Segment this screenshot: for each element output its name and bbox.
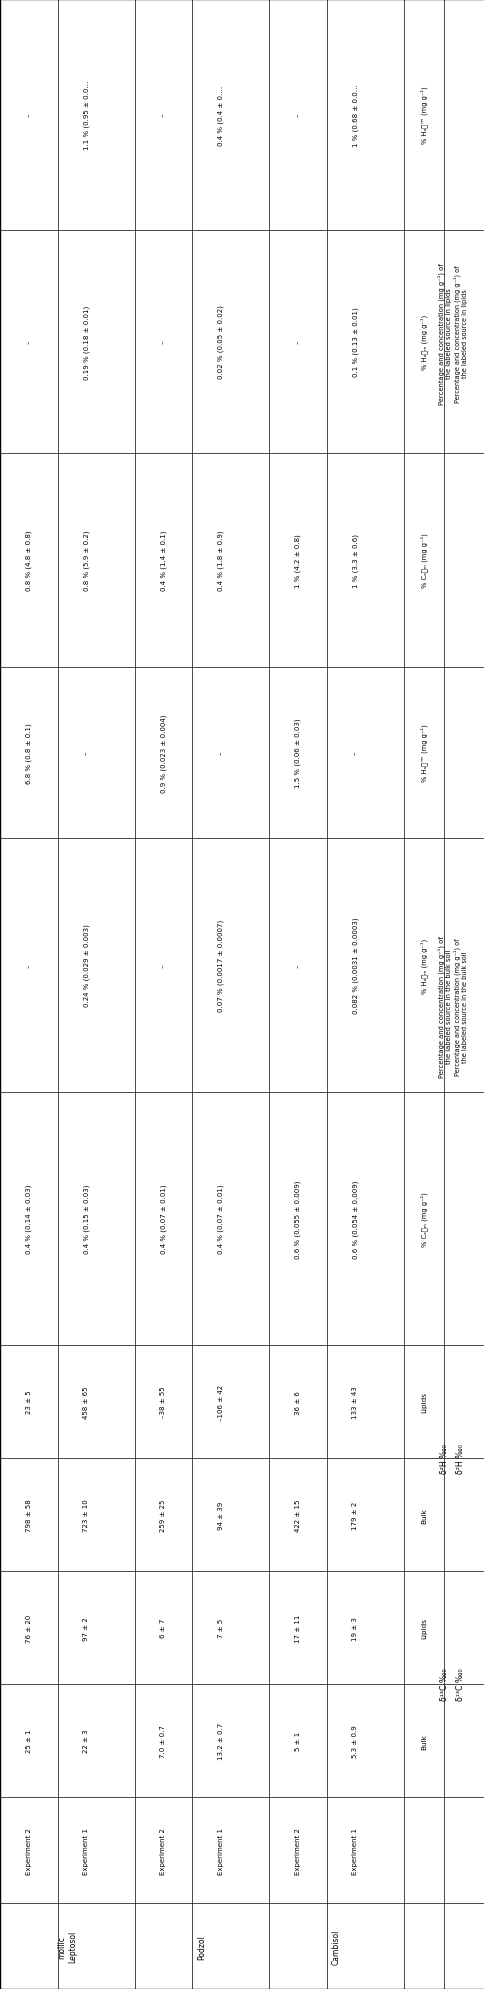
Text: 0.9 % (0.023 ± 0.004): 0.9 % (0.023 ± 0.004): [160, 714, 166, 792]
Text: 133 ± 43: 133 ± 43: [351, 1386, 358, 1418]
Text: 0.8 % (4.8 ± 0.8): 0.8 % (4.8 ± 0.8): [26, 531, 32, 591]
Text: 7 ± 5: 7 ± 5: [217, 1619, 223, 1637]
Text: –: –: [294, 963, 300, 967]
Text: % Cₐ⁦ₘ (mg g⁻¹): % Cₐ⁦ₘ (mg g⁻¹): [419, 1191, 427, 1247]
Text: Experiment 1: Experiment 1: [217, 1826, 223, 1874]
Text: 0.6 % (0.055 ± 0.009): 0.6 % (0.055 ± 0.009): [294, 1179, 301, 1257]
Text: Percentage and concentration (mg g⁻¹) of
the labeled source in lipids: Percentage and concentration (mg g⁻¹) of…: [453, 265, 467, 402]
Text: Podzol: Podzol: [197, 1933, 206, 1959]
Text: % Hₐ⁦™ (mg g⁻¹): % Hₐ⁦™ (mg g⁻¹): [419, 88, 427, 145]
Text: –: –: [160, 340, 166, 344]
Text: –: –: [351, 752, 358, 756]
Text: 0.07 % (0.0017 ± 0.0007): 0.07 % (0.0017 ± 0.0007): [217, 919, 224, 1012]
Text: 0.19 % (0.18 ± 0.01): 0.19 % (0.18 ± 0.01): [83, 304, 90, 380]
Text: δ²H ‰₀: δ²H ‰₀: [439, 1444, 448, 1474]
Text: Experiment 2: Experiment 2: [160, 1828, 166, 1874]
Text: Cambisol: Cambisol: [331, 1929, 340, 1963]
Text: 76 ± 20: 76 ± 20: [26, 1613, 31, 1643]
Text: 17 ± 11: 17 ± 11: [294, 1613, 300, 1643]
Text: 0.4 % (1.8 ± 0.9): 0.4 % (1.8 ± 0.9): [217, 531, 224, 591]
Text: Lipids: Lipids: [420, 1617, 426, 1639]
Text: 723 ± 10: 723 ± 10: [83, 1498, 89, 1532]
Text: –: –: [294, 113, 300, 117]
Text: 36 ± 6: 36 ± 6: [294, 1390, 300, 1414]
Text: 0.4 % (0.14 ± 0.03): 0.4 % (0.14 ± 0.03): [26, 1183, 32, 1253]
Text: –: –: [26, 340, 31, 344]
Text: 13.2 ± 0.7: 13.2 ± 0.7: [217, 1722, 223, 1760]
Text: 7.0 ± 0.7: 7.0 ± 0.7: [160, 1724, 166, 1756]
Text: –106 ± 42: –106 ± 42: [217, 1384, 223, 1420]
Text: 1 % (3.3 ± 0.6): 1 % (3.3 ± 0.6): [351, 533, 358, 587]
Text: 6 ± 7: 6 ± 7: [160, 1619, 166, 1637]
Text: Experiment 2: Experiment 2: [294, 1828, 300, 1874]
Text: Lipids: Lipids: [420, 1392, 426, 1412]
Text: 0.4 % (0.4 ± 0.…: 0.4 % (0.4 ± 0.…: [217, 86, 224, 145]
Text: % Cₐ⁦ₘ (mg g⁻¹): % Cₐ⁦ₘ (mg g⁻¹): [419, 533, 427, 589]
Text: 0.4 % (0.07 ± 0.01): 0.4 % (0.07 ± 0.01): [217, 1183, 224, 1253]
Text: 1.5 % (0.06 ± 0.03): 1.5 % (0.06 ± 0.03): [294, 718, 301, 788]
Text: 5.3 ± 0.9: 5.3 ± 0.9: [351, 1724, 358, 1756]
Text: 23 ± 5: 23 ± 5: [26, 1390, 31, 1414]
Text: 6.8 % (0.8 ± 0.1): 6.8 % (0.8 ± 0.1): [26, 722, 32, 784]
Text: Experiment 1: Experiment 1: [83, 1826, 89, 1874]
Text: % Hₐ⁦™ (mg g⁻¹): % Hₐ⁦™ (mg g⁻¹): [419, 724, 427, 782]
Text: 0.6 % (0.054 ± 0.009): 0.6 % (0.054 ± 0.009): [351, 1179, 358, 1257]
Text: Experiment 2: Experiment 2: [26, 1828, 31, 1874]
Text: –: –: [217, 752, 223, 756]
Text: 1 % (4.2 ± 0.8): 1 % (4.2 ± 0.8): [294, 533, 301, 587]
Text: Experiment 1: Experiment 1: [351, 1826, 358, 1874]
Text: –: –: [26, 963, 31, 967]
Text: Percentage and concentration (mg g⁻¹) of
the labeled source in lipids: Percentage and concentration (mg g⁻¹) of…: [436, 263, 451, 404]
Text: –38 ± 55: –38 ± 55: [160, 1386, 166, 1418]
Text: 798 ± 58: 798 ± 58: [26, 1498, 31, 1532]
Text: δ¹³C ‰₀: δ¹³C ‰₀: [439, 1669, 448, 1701]
Text: 0.02 % (0.05 ± 0.02): 0.02 % (0.05 ± 0.02): [217, 306, 224, 380]
Text: % Hₐ⁦ₘ (mg g⁻¹): % Hₐ⁦ₘ (mg g⁻¹): [419, 937, 427, 993]
Text: –: –: [160, 963, 166, 967]
Text: –: –: [160, 113, 166, 117]
Text: –: –: [26, 113, 31, 117]
Text: 0.4 % (1.4 ± 0.1): 0.4 % (1.4 ± 0.1): [160, 531, 166, 591]
Text: 259 ± 25: 259 ± 25: [160, 1498, 166, 1532]
Text: 0.1 % (0.13 ± 0.01): 0.1 % (0.13 ± 0.01): [351, 308, 358, 378]
Text: 25 ± 1: 25 ± 1: [26, 1728, 31, 1752]
Text: 0.24 % (0.029 ± 0.003): 0.24 % (0.029 ± 0.003): [83, 925, 90, 1006]
Text: 0.4 % (0.07 ± 0.01): 0.4 % (0.07 ± 0.01): [160, 1183, 166, 1253]
Text: 179 ± 2: 179 ± 2: [351, 1502, 358, 1530]
Text: –: –: [83, 752, 89, 756]
Text: –: –: [294, 340, 300, 344]
Text: 22 ± 3: 22 ± 3: [83, 1728, 89, 1752]
Text: 19 ± 3: 19 ± 3: [351, 1615, 358, 1639]
Text: 1 % (0.68 ± 0.0…: 1 % (0.68 ± 0.0…: [351, 84, 358, 147]
Text: Percentage and concentration (mg g⁻¹) of
the labeled source in the bulk soil: Percentage and concentration (mg g⁻¹) of…: [453, 937, 467, 1076]
Text: 0.4 % (0.15 ± 0.03): 0.4 % (0.15 ± 0.03): [83, 1183, 90, 1253]
Text: Bulk: Bulk: [420, 1508, 426, 1524]
Text: 0.082 % (0.0031 ± 0.0003): 0.082 % (0.0031 ± 0.0003): [351, 917, 358, 1014]
Text: 97 ± 2: 97 ± 2: [83, 1615, 89, 1639]
Text: Bulk: Bulk: [420, 1732, 426, 1748]
Text: δ¹³C ‰₀: δ¹³C ‰₀: [455, 1669, 464, 1701]
Text: % Hₐ⁦ₘ (mg g⁻¹): % Hₐ⁦ₘ (mg g⁻¹): [419, 314, 427, 370]
Text: Percentage and concentration (mg g⁻¹) of
the labeled source in the bulk soil: Percentage and concentration (mg g⁻¹) of…: [436, 935, 451, 1078]
Text: δ²H ‰₀: δ²H ‰₀: [455, 1444, 464, 1474]
Text: 0.8 % (5.9 ± 0.2): 0.8 % (5.9 ± 0.2): [83, 531, 90, 591]
Text: mollic
Leptosol: mollic Leptosol: [58, 1929, 77, 1963]
Text: 1.1 % (0.95 ± 0.0…: 1.1 % (0.95 ± 0.0…: [83, 82, 90, 151]
Text: 422 ± 15: 422 ± 15: [294, 1498, 300, 1532]
Text: 94 ± 39: 94 ± 39: [217, 1502, 223, 1530]
Text: 5 ± 1: 5 ± 1: [294, 1730, 300, 1750]
Text: 458 ± 65: 458 ± 65: [83, 1386, 89, 1418]
